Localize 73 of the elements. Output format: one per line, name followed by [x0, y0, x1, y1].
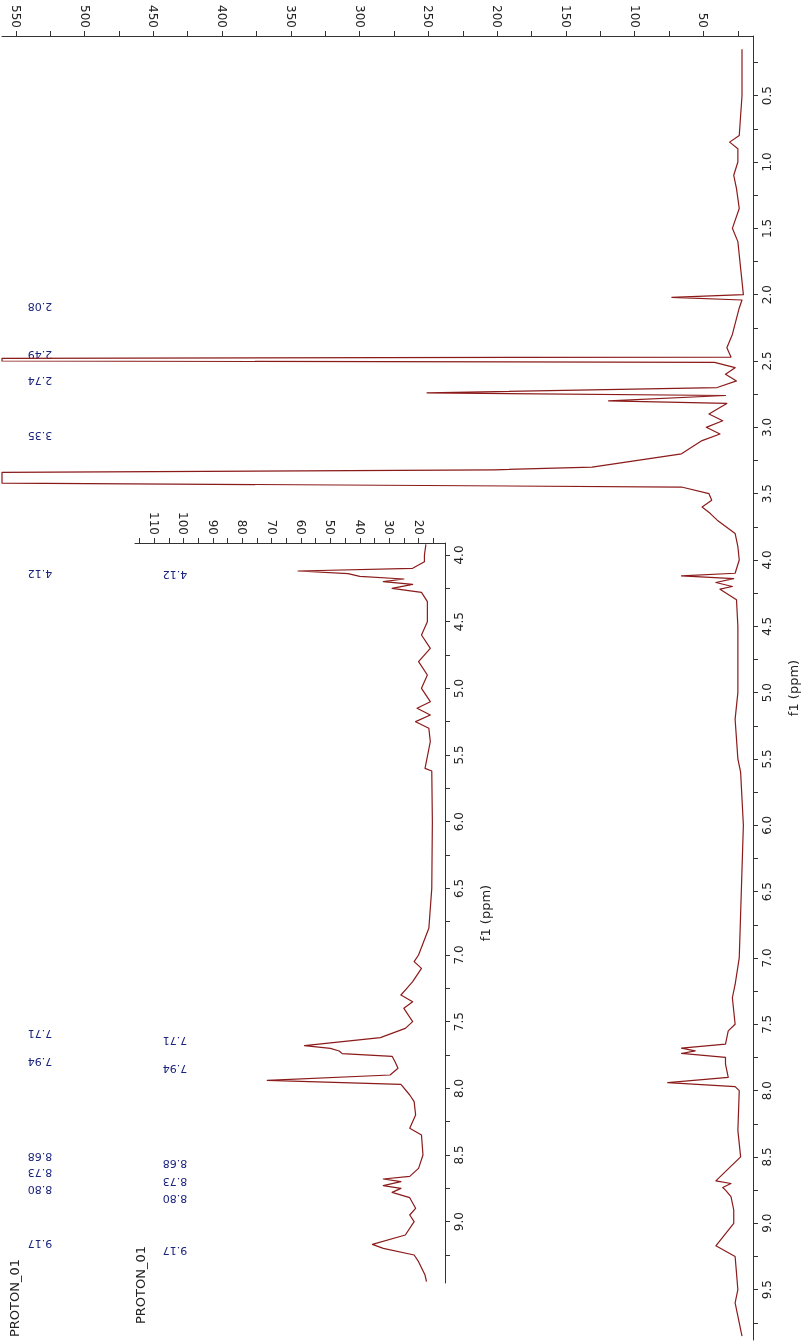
- y-tick-label: 6.5: [452, 878, 466, 898]
- y-tick-label: 5.5: [760, 749, 774, 769]
- annotation: 2.74: [27, 373, 53, 387]
- y-tick-label: 9.0: [452, 1212, 466, 1232]
- annotation: PROTON_01: [6, 1258, 22, 1337]
- y-tick-label: 8.5: [452, 1145, 466, 1165]
- y-tick-label: 4.0: [452, 545, 466, 565]
- y-tick-label: 5.5: [452, 745, 466, 765]
- x-tick-label: 50: [696, 12, 711, 28]
- x-tick-label: 60: [294, 519, 309, 535]
- y-tick-label: 7.0: [452, 945, 466, 965]
- annotation: 7.94: [162, 1061, 188, 1075]
- y-axis-title: f1 (ppm): [478, 884, 493, 942]
- annotation: 9.17: [27, 1236, 53, 1250]
- x-tick-label: 100: [176, 512, 191, 535]
- annotation: 7.71: [162, 1033, 188, 1047]
- y-tick-label: 9.5: [760, 1280, 774, 1300]
- y-tick-label: 7.5: [760, 1014, 774, 1034]
- x-tick-label: 350: [283, 5, 298, 28]
- y-tick-label: 3.0: [760, 417, 774, 437]
- x-tick-label: 550: [8, 5, 23, 28]
- annotation: 7.94: [27, 1054, 53, 1068]
- x-tick-label: 500: [77, 5, 92, 28]
- annotation: 2.49: [27, 347, 53, 361]
- x-tick-label: 100: [627, 5, 642, 28]
- annotation: 4.12: [27, 566, 53, 580]
- annotation: 8.73: [162, 1174, 188, 1188]
- y-tick-label: 6.5: [760, 882, 774, 902]
- annotation: 8.68: [162, 1156, 188, 1170]
- annotation: 8.80: [162, 1191, 188, 1205]
- y-tick-label: 3.5: [760, 484, 774, 504]
- y-tick-label: 4.0: [760, 550, 774, 570]
- annotation: 2.08: [27, 299, 53, 313]
- x-tick-label: 110: [147, 512, 162, 535]
- x-tick-label: 40: [352, 519, 367, 535]
- y-tick-label: 0.5: [760, 86, 774, 106]
- x-tick-label: 450: [146, 5, 161, 28]
- x-tick-label: 150: [558, 5, 573, 28]
- x-tick-label: 70: [264, 519, 279, 535]
- y-tick-label: 7.0: [760, 948, 774, 968]
- x-tick-label: 300: [352, 5, 367, 28]
- x-tick-label: 200: [490, 5, 505, 28]
- y-tick-label: 1.0: [760, 152, 774, 172]
- y-tick-label: 2.5: [760, 351, 774, 371]
- x-tick-label: 80: [235, 519, 250, 535]
- annotation: 8.73: [27, 1165, 53, 1179]
- y-tick-label: 2.0: [760, 285, 774, 305]
- annotation: 8.68: [27, 1149, 53, 1163]
- y-tick-label: 7.5: [452, 1012, 466, 1032]
- y-tick-label: 9.0: [760, 1213, 774, 1233]
- y-tick-label: 6.0: [760, 815, 774, 835]
- annotation: 4.12: [162, 567, 188, 581]
- y-tick-label: 8.0: [452, 1078, 466, 1098]
- y-tick-label: 5.0: [760, 683, 774, 703]
- annotation: 7.71: [27, 1026, 53, 1040]
- annotation: PROTON_01: [132, 1245, 148, 1324]
- y-tick-label: 1.5: [760, 218, 774, 238]
- y-tick-label: 8.5: [760, 1147, 774, 1167]
- annotation: 3.35: [27, 428, 53, 442]
- x-tick-label: 400: [215, 5, 230, 28]
- annotation: 8.80: [27, 1182, 53, 1196]
- annotation: 9.17: [162, 1243, 188, 1257]
- y-axis-title: f1 (ppm): [786, 659, 801, 717]
- y-tick-label: 6.0: [452, 812, 466, 832]
- y-tick-label: 8.0: [760, 1081, 774, 1101]
- x-tick-label: 30: [382, 519, 397, 535]
- y-tick-label: 4.5: [452, 612, 466, 632]
- x-tick-label: 20: [411, 519, 426, 535]
- y-tick-label: 4.5: [760, 616, 774, 636]
- y-tick-label: 5.0: [452, 678, 466, 698]
- x-tick-label: 250: [421, 5, 436, 28]
- x-tick-label: 90: [205, 519, 220, 535]
- x-tick-label: 50: [323, 519, 338, 535]
